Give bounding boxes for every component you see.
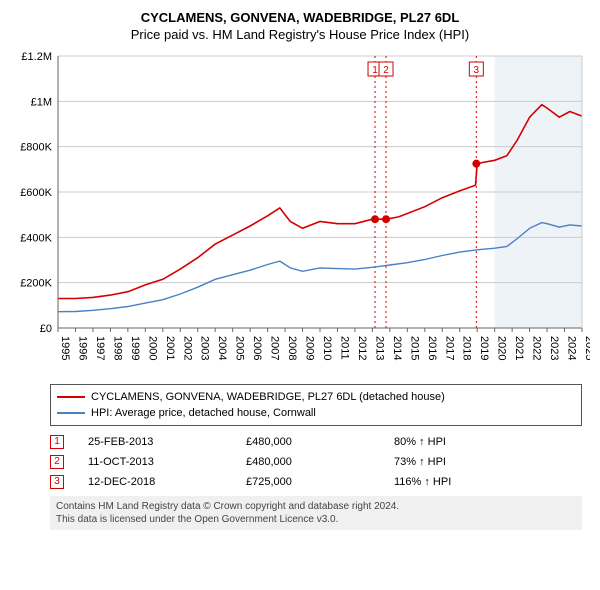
sale-marker-label: 2 (383, 65, 389, 76)
x-tick-label: 2014 (391, 336, 403, 360)
sale-index-marker: 3 (50, 475, 64, 489)
x-tick-label: 2022 (531, 336, 543, 360)
x-tick-label: 2020 (496, 336, 508, 360)
sale-pct: 73% ↑ HPI (394, 452, 582, 472)
x-tick-label: 2017 (443, 336, 455, 360)
x-tick-label: 2007 (269, 336, 281, 360)
license-line2: This data is licensed under the Open Gov… (56, 514, 338, 525)
sales-table: 1 25-FEB-2013£480,00080% ↑ HPI 2 11-OCT-201… (50, 432, 582, 492)
table-row: 2 11-OCT-2013£480,00073% ↑ HPI (50, 452, 582, 472)
sale-marker-dot (472, 160, 480, 168)
x-tick-label: 1996 (76, 336, 88, 360)
y-tick-label: £1.2M (21, 51, 52, 63)
sale-price: £480,000 (246, 432, 394, 452)
sale-marker-label: 1 (372, 65, 378, 76)
legend-label: CYCLAMENS, GONVENA, WADEBRIDGE, PL27 6DL… (91, 389, 445, 405)
table-row: 1 25-FEB-2013£480,00080% ↑ HPI (50, 432, 582, 452)
sale-index-marker: 2 (50, 455, 64, 469)
sale-marker-label: 3 (474, 65, 480, 76)
x-tick-label: 2013 (373, 336, 385, 360)
x-tick-label: 2015 (408, 336, 420, 360)
legend-item: HPI: Average price, detached house, Corn… (57, 405, 575, 421)
x-tick-label: 1997 (94, 336, 106, 360)
x-tick-label: 2023 (548, 336, 560, 360)
x-tick-label: 2009 (304, 336, 316, 360)
x-tick-label: 2000 (146, 336, 158, 360)
legend-swatch (57, 412, 85, 414)
license-note: Contains HM Land Registry data © Crown c… (50, 496, 582, 530)
x-tick-label: 2012 (356, 336, 368, 360)
x-tick-label: 2006 (251, 336, 263, 360)
table-row: 3 12-DEC-2018£725,000116% ↑ HPI (50, 472, 582, 492)
sale-date: 12-DEC-2018 (88, 472, 246, 492)
x-tick-label: 2004 (216, 336, 228, 360)
x-tick-label: 2021 (513, 336, 525, 360)
sale-pct: 80% ↑ HPI (394, 432, 582, 452)
x-tick-label: 2010 (321, 336, 333, 360)
y-tick-label: £0 (40, 323, 52, 335)
legend: CYCLAMENS, GONVENA, WADEBRIDGE, PL27 6DL… (50, 384, 582, 426)
sale-price: £480,000 (246, 452, 394, 472)
sale-marker-dot (371, 215, 379, 223)
x-tick-label: 2011 (338, 336, 350, 360)
chart: £0 £200K £400K £600K £800K £1M £1.2M 12 3 1995 199… (10, 48, 590, 378)
x-tick-label: 2025 (583, 336, 590, 360)
y-tick-label: £800K (20, 142, 52, 154)
y-tick-label: £400K (20, 232, 52, 244)
legend-label: HPI: Average price, detached house, Corn… (91, 405, 316, 421)
sale-pct: 116% ↑ HPI (394, 472, 582, 492)
x-tick-label: 1999 (129, 336, 141, 360)
x-tick-label: 2016 (426, 336, 438, 360)
sale-date: 11-OCT-2013 (88, 452, 246, 472)
license-line1: Contains HM Land Registry data © Crown c… (56, 501, 399, 512)
sale-date: 25-FEB-2013 (88, 432, 246, 452)
y-tick-label: £600K (20, 187, 52, 199)
x-tick-label: 2024 (566, 336, 578, 360)
x-tick-label: 2019 (478, 336, 490, 360)
x-tick-label: 2005 (234, 336, 246, 360)
legend-item: CYCLAMENS, GONVENA, WADEBRIDGE, PL27 6DL… (57, 389, 575, 405)
x-tick-label: 1998 (111, 336, 123, 360)
x-tick-label: 2003 (199, 336, 211, 360)
x-tick-label: 2002 (181, 336, 193, 360)
x-tick-label: 1995 (59, 336, 71, 360)
chart-svg: £0 £200K £400K £600K £800K £1M £1.2M 12 3 1995 199… (10, 48, 590, 378)
legend-swatch (57, 396, 85, 398)
y-tick-label: £1M (31, 96, 52, 108)
x-tick-label: 2001 (164, 336, 176, 360)
sale-price: £725,000 (246, 472, 394, 492)
chart-subtitle: Price paid vs. HM Land Registry's House … (10, 27, 590, 42)
y-tick-label: £200K (20, 278, 52, 290)
x-tick-label: 2008 (286, 336, 298, 360)
x-tick-label: 2018 (461, 336, 473, 360)
sale-index-marker: 1 (50, 435, 64, 449)
chart-title: CYCLAMENS, GONVENA, WADEBRIDGE, PL27 6DL (10, 10, 590, 25)
sale-marker-dot (382, 215, 390, 223)
